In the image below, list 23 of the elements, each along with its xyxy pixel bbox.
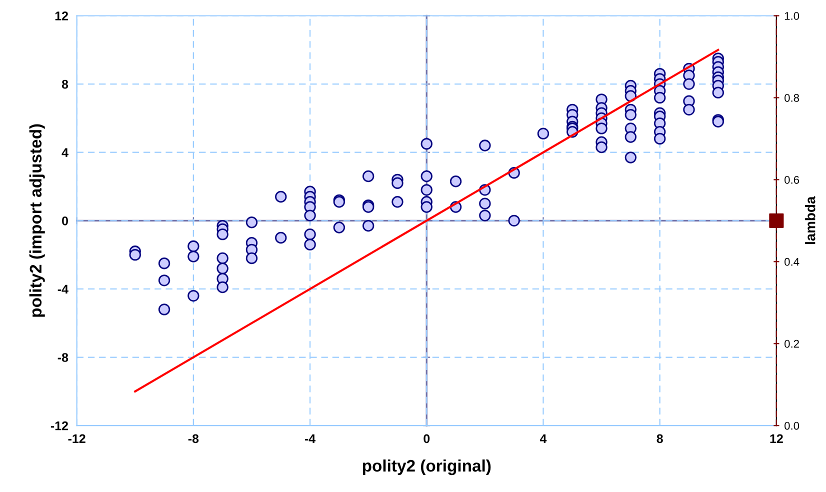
x-tick-label: 4: [540, 434, 547, 443]
x-tick-label: -12: [68, 434, 86, 443]
y-tick-label: 0: [62, 216, 68, 226]
y2-axis-title: lambda: [805, 196, 816, 244]
x-tick-label: 8: [656, 434, 663, 444]
y-tick-label: 4: [62, 148, 68, 157]
x-tick-label: 12: [770, 434, 783, 443]
x-tick-label: -4: [304, 434, 316, 443]
x-axis-title: polity2 (original): [362, 459, 491, 476]
y-axis-title: polity2 (import adjusted): [29, 124, 45, 317]
y2-tick-label: 0.4: [784, 258, 800, 266]
y-tick-label: -12: [50, 421, 68, 430]
y-tick-label: -4: [58, 284, 68, 294]
y-tick-label: 12: [55, 12, 68, 20]
y2-tick-label: 0.6: [784, 176, 800, 184]
y2-tick-label: 0.8: [784, 94, 800, 102]
y2-tick-label: 0.2: [784, 340, 799, 348]
y2-tick-label: 0.0: [784, 422, 800, 430]
y-tick-label: -8: [58, 353, 68, 362]
y2-tick-label: 1.0: [784, 12, 800, 20]
x-tick-label: 0: [424, 434, 430, 444]
x-tick-label: -8: [188, 434, 199, 444]
y-tick-label: 8: [62, 80, 68, 89]
